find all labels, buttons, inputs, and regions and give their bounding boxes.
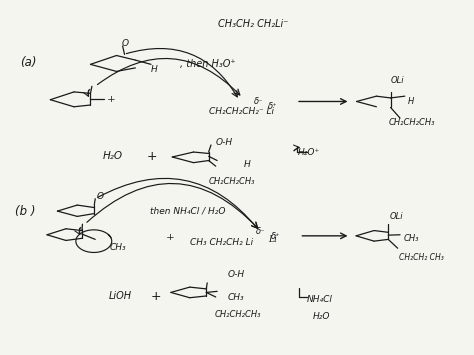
Text: +: + [107,95,115,104]
Text: CH₃: CH₃ [228,293,244,301]
Text: NH₄Cl: NH₄Cl [307,295,333,304]
Text: δ⁺: δ⁺ [271,232,281,241]
Text: +: + [165,233,174,242]
Text: H₂O: H₂O [102,151,122,161]
Text: , then H₃O⁺: , then H₃O⁺ [180,59,236,69]
Text: H₂O: H₂O [313,312,330,321]
Text: H₂O⁺: H₂O⁺ [298,148,320,157]
Text: CH₂CH₂ CH₃: CH₂CH₂ CH₃ [399,252,444,262]
Text: +: + [151,290,162,303]
Text: OLi: OLi [391,76,404,85]
Text: CH₂CH₂CH₃: CH₂CH₂CH₃ [388,118,435,127]
Text: H: H [244,159,251,169]
Text: CH₂CH₂CH₃: CH₂CH₂CH₃ [209,177,255,186]
Text: Li: Li [268,235,277,244]
Text: (a): (a) [19,56,36,69]
Text: O: O [96,192,103,201]
Text: δ⁻: δ⁻ [254,97,263,106]
Text: CH₃CH₂ CH₂Li⁻: CH₃CH₂ CH₂Li⁻ [218,19,289,29]
Text: CH₃: CH₃ [404,234,419,243]
Text: CH₂CH₂CH₃: CH₂CH₂CH₃ [215,310,261,319]
Text: OLi: OLi [389,212,403,221]
Text: O-H: O-H [216,138,233,147]
Text: then NH₄Cl / H₂O: then NH₄Cl / H₂O [150,207,225,215]
Text: H: H [408,97,414,106]
Text: O: O [121,39,128,48]
Text: δ⁺: δ⁺ [268,102,277,111]
Text: LiOH: LiOH [109,291,132,301]
Text: δ⁻: δ⁻ [256,227,265,236]
Text: CH₃ CH₂CH₂ Li: CH₃ CH₂CH₂ Li [190,239,253,247]
Text: O-H: O-H [228,270,245,279]
Text: +: + [146,151,157,164]
Text: H: H [151,65,158,74]
Text: CH₃: CH₃ [109,243,126,252]
Text: CH₂CH₂CH₂⁻ Li: CH₂CH₂CH₂⁻ Li [209,106,273,115]
Text: (b ): (b ) [15,204,36,218]
